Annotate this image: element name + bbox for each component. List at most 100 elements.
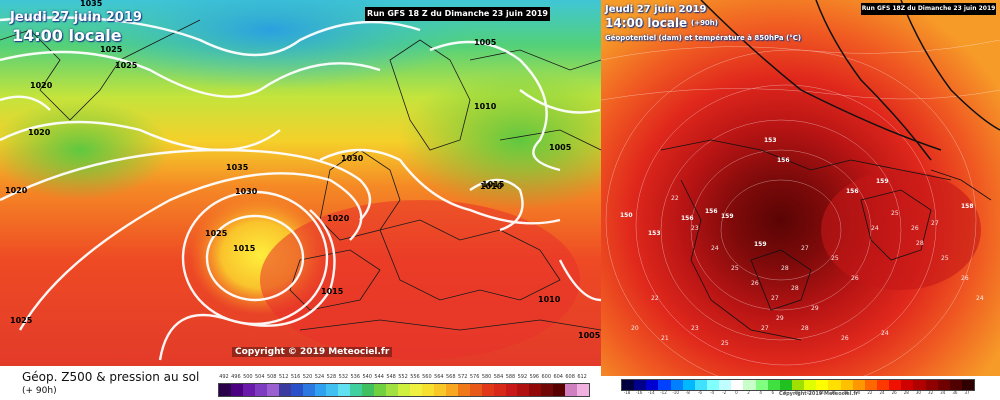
scale-swatch bbox=[254, 384, 267, 396]
z500-scale-labels: 492 496 500 504 508 512 516 520 524 528 532 536 540 5… bbox=[218, 374, 588, 380]
scale-label: 496 bbox=[231, 374, 241, 380]
scale-label: 37 bbox=[964, 390, 970, 395]
map-caption: Géop. Z500 & pression au sol bbox=[22, 370, 200, 384]
scale-label: 500 bbox=[243, 374, 253, 380]
isobar-label: 1010 bbox=[538, 295, 561, 304]
scale-swatch bbox=[445, 384, 458, 396]
isobar-label: 1025 bbox=[10, 316, 33, 325]
scale-swatch bbox=[682, 380, 695, 390]
temperature-label: 20 bbox=[631, 325, 639, 332]
scale-label: 524 bbox=[314, 374, 325, 380]
copyright-notice: Copyright © 2019 Meteociel.fr bbox=[232, 347, 393, 357]
scale-label: 34 bbox=[940, 390, 946, 395]
temperature-label: 25 bbox=[731, 265, 739, 272]
scale-label: 6 bbox=[771, 390, 775, 395]
scale-label: 588 bbox=[505, 374, 516, 380]
scale-label: 0 bbox=[735, 390, 738, 395]
scale-label: 568 bbox=[446, 374, 456, 380]
scale-swatch bbox=[901, 380, 914, 390]
scale-swatch bbox=[658, 380, 671, 390]
scale-swatch bbox=[338, 384, 351, 396]
scale-swatch bbox=[864, 380, 877, 390]
scale-swatch bbox=[350, 384, 363, 396]
scale-label: 556 bbox=[410, 374, 420, 380]
isobar-label: 1035 bbox=[226, 163, 249, 172]
scale-swatch bbox=[694, 380, 707, 390]
temperature-label: 26 bbox=[751, 280, 759, 287]
scale-label: -2 bbox=[722, 390, 727, 395]
legend-strip: -18 -16 -14 -12 -10 -8 -6 -4 -2 0 2 4 6 8 10 12 14 16 18 20… bbox=[601, 376, 1000, 400]
temperature-label: 25 bbox=[831, 255, 839, 262]
temperature-label: 26 bbox=[961, 275, 969, 282]
scale-label: 560 bbox=[422, 374, 432, 380]
scale-label: -18 bbox=[623, 390, 631, 395]
scale-swatch bbox=[481, 384, 494, 396]
scale-label: -14 bbox=[648, 390, 655, 395]
scale-swatch bbox=[816, 380, 829, 390]
scale-label: 576 bbox=[469, 374, 480, 380]
scale-label: 14 bbox=[818, 390, 824, 395]
scale-swatch bbox=[493, 384, 506, 396]
temperature-label: 28 bbox=[791, 285, 799, 292]
scale-swatch bbox=[719, 380, 732, 390]
scale-label: 512 bbox=[278, 374, 289, 380]
isobar-label: 1015 bbox=[233, 244, 256, 253]
temperature-label: 28 bbox=[916, 240, 924, 247]
temperature-label: 29 bbox=[811, 305, 819, 312]
scale-swatch bbox=[421, 384, 434, 396]
geopotential-label: 150 bbox=[620, 212, 633, 219]
scale-swatch bbox=[469, 384, 482, 396]
scale-label: 18 bbox=[843, 390, 849, 395]
geopotential-label: 156 bbox=[705, 208, 718, 215]
scale-swatch bbox=[731, 380, 744, 390]
scale-swatch bbox=[553, 384, 566, 396]
isobar-label: 1025 bbox=[100, 45, 123, 54]
scale-swatch bbox=[326, 384, 339, 396]
isobar-label: 1020 bbox=[28, 128, 51, 137]
isobar-label: 1020 bbox=[5, 186, 28, 195]
isobar-label: 1010 bbox=[474, 102, 497, 111]
scale-swatch bbox=[755, 380, 768, 390]
temperature-label: 26 bbox=[911, 225, 919, 232]
scale-label: 4 bbox=[759, 390, 762, 395]
temperature-label: 27 bbox=[771, 295, 779, 302]
geopotential-label: 156 bbox=[777, 157, 790, 164]
scale-swatch bbox=[852, 380, 865, 390]
legend-strip: Géop. Z500 & pression au sol (+ 90h) 492… bbox=[0, 366, 601, 400]
scale-label: -16 bbox=[635, 390, 643, 395]
scale-label: 572 bbox=[457, 374, 468, 380]
scale-label: 12 bbox=[806, 390, 812, 395]
scale-label: 592 bbox=[517, 374, 528, 380]
scale-swatch bbox=[779, 380, 792, 390]
temperature-label: 26 bbox=[841, 335, 849, 342]
right-map-panel: 150 153 156 156 159 153 156 159 156 159 … bbox=[601, 0, 1000, 400]
scale-label: -6 bbox=[697, 390, 702, 395]
temperature-label: 22 bbox=[671, 195, 679, 202]
scale-label: 604 bbox=[553, 374, 563, 380]
isobar-label: 1015 bbox=[321, 287, 344, 296]
lead-time: (+ 90h) bbox=[22, 386, 57, 396]
map-subtitle: Géopotentiel (dam) et température à 850h… bbox=[605, 34, 802, 42]
scale-swatch bbox=[622, 380, 635, 390]
scale-label: 36 bbox=[952, 390, 958, 395]
scale-swatch bbox=[961, 380, 975, 390]
isobar-label: 1020 bbox=[327, 214, 350, 223]
scale-label: 564 bbox=[434, 374, 444, 380]
temperature-label: 25 bbox=[721, 340, 729, 347]
scale-label: 608 bbox=[565, 374, 575, 380]
temperature-label: 26 bbox=[851, 275, 859, 282]
isobar-label: 1010 bbox=[480, 182, 503, 191]
scale-swatch bbox=[828, 380, 841, 390]
scale-swatch bbox=[410, 384, 422, 396]
scale-label: 540 bbox=[362, 374, 372, 380]
scale-label: 20 bbox=[855, 390, 861, 395]
scale-swatch bbox=[706, 380, 720, 390]
isobar-label: 1015 bbox=[482, 180, 505, 189]
isobar-label: 1005 bbox=[549, 143, 572, 152]
forecast-time: 14:00 locale bbox=[12, 26, 122, 45]
z500-color-scale bbox=[218, 383, 590, 397]
temperature-label: 23 bbox=[691, 225, 699, 232]
temperature-label: 22 bbox=[651, 295, 659, 302]
scale-swatch bbox=[840, 380, 853, 390]
scale-swatch bbox=[517, 384, 530, 396]
